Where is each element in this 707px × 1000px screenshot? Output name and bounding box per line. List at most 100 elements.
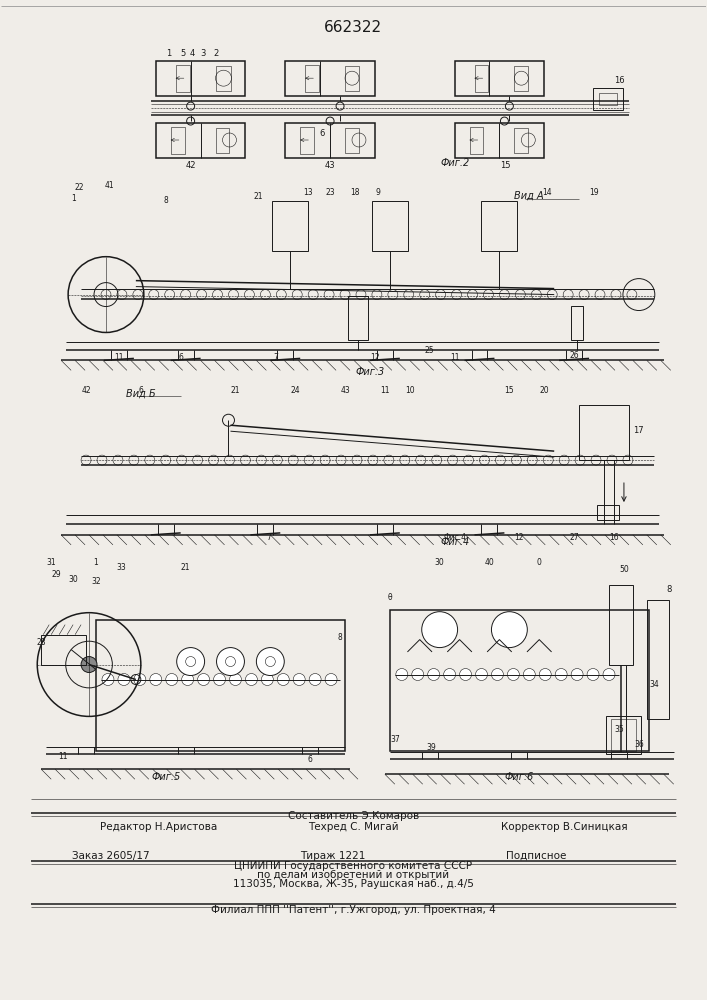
Circle shape: [539, 669, 551, 680]
Text: 8: 8: [163, 196, 168, 205]
Text: 662322: 662322: [324, 20, 382, 35]
Text: 43: 43: [340, 386, 350, 395]
Bar: [345, 66, 359, 91]
Text: 37: 37: [390, 735, 399, 744]
Bar: [216, 66, 231, 91]
Text: 1: 1: [166, 49, 171, 58]
Bar: [272, 201, 308, 251]
Text: 11: 11: [59, 752, 68, 761]
Text: 1: 1: [71, 194, 76, 203]
Text: 30: 30: [435, 558, 445, 567]
Circle shape: [587, 669, 599, 680]
Text: ЦНИИПИ Государственного комитета СССР: ЦНИИПИ Государственного комитета СССР: [235, 861, 472, 871]
Text: Вид А: Вид А: [515, 191, 544, 201]
Circle shape: [245, 674, 257, 685]
Bar: [599, 93, 617, 105]
Text: Составитель Э.Комаров: Составитель Э.Комаров: [288, 811, 419, 821]
Bar: [481, 201, 518, 251]
Bar: [156, 123, 245, 158]
Bar: [348, 296, 368, 340]
Text: 24: 24: [291, 386, 300, 395]
Bar: [597, 505, 619, 520]
Circle shape: [182, 674, 194, 685]
Circle shape: [491, 669, 503, 680]
Bar: [474, 65, 489, 92]
Text: Заказ 2605/17: Заказ 2605/17: [72, 851, 149, 861]
Bar: [156, 61, 245, 96]
Text: 113035, Москва, Ж-35, Раушская наб., д.4/5: 113035, Москва, Ж-35, Раушская наб., д.4…: [233, 879, 474, 889]
Text: 21: 21: [230, 386, 240, 395]
Text: Корректор В.Синицкая: Корректор В.Синицкая: [501, 822, 628, 832]
Bar: [176, 65, 189, 92]
Bar: [285, 61, 375, 96]
Circle shape: [198, 674, 209, 685]
Circle shape: [102, 674, 114, 685]
Text: 13: 13: [303, 188, 313, 197]
Text: Фиг.4: Фиг.4: [440, 537, 469, 547]
Text: 11: 11: [450, 353, 460, 362]
Text: 9: 9: [375, 188, 380, 197]
Circle shape: [165, 674, 177, 685]
Text: Вид Б: Вид Б: [126, 388, 156, 398]
Text: 25: 25: [425, 346, 435, 355]
Text: 16: 16: [614, 76, 624, 85]
Circle shape: [177, 648, 204, 676]
Circle shape: [476, 669, 487, 680]
Circle shape: [150, 674, 162, 685]
Text: 50: 50: [619, 565, 629, 574]
Text: Фиг.6: Фиг.6: [505, 772, 534, 782]
Text: Фиг.3: Фиг.3: [356, 367, 385, 377]
Circle shape: [444, 669, 455, 680]
Text: 40: 40: [484, 558, 494, 567]
Circle shape: [428, 669, 440, 680]
Text: 27: 27: [569, 533, 579, 542]
Text: Подписное: Подписное: [506, 851, 567, 861]
Text: 2: 2: [213, 49, 218, 58]
Text: 19: 19: [589, 188, 599, 197]
Circle shape: [309, 674, 321, 685]
Text: Фиг.2: Фиг.2: [440, 158, 469, 168]
Text: 39: 39: [427, 743, 436, 752]
Circle shape: [257, 648, 284, 676]
Text: 17: 17: [633, 426, 644, 435]
Circle shape: [214, 674, 226, 685]
Circle shape: [134, 674, 146, 685]
Bar: [390, 610, 649, 751]
Bar: [455, 123, 544, 158]
Bar: [647, 600, 669, 719]
Bar: [455, 61, 544, 96]
Circle shape: [555, 669, 567, 680]
Text: 28: 28: [37, 638, 46, 647]
Circle shape: [325, 674, 337, 685]
Bar: [593, 88, 623, 110]
Text: 42: 42: [81, 386, 91, 395]
Text: 23: 23: [325, 188, 335, 197]
Text: 8: 8: [666, 585, 672, 594]
Circle shape: [216, 648, 245, 676]
Bar: [345, 128, 359, 153]
Bar: [96, 620, 345, 751]
Text: 42: 42: [185, 161, 196, 170]
Bar: [606, 716, 641, 754]
Text: 6: 6: [308, 755, 312, 764]
Bar: [305, 65, 319, 92]
Text: 34: 34: [649, 680, 659, 689]
Text: 6: 6: [139, 386, 144, 395]
Text: Тираж 1221: Тираж 1221: [300, 851, 365, 861]
Text: 32: 32: [91, 577, 101, 586]
Text: 12: 12: [370, 353, 380, 362]
Text: 3: 3: [200, 49, 205, 58]
Circle shape: [81, 657, 97, 673]
Circle shape: [422, 612, 457, 648]
Text: 18: 18: [350, 188, 360, 197]
Bar: [300, 127, 314, 154]
Text: 12: 12: [515, 533, 524, 542]
Text: 30: 30: [69, 575, 78, 584]
Bar: [515, 128, 528, 153]
Circle shape: [603, 669, 615, 680]
Bar: [579, 405, 629, 460]
Bar: [216, 128, 230, 153]
Text: 1: 1: [93, 558, 98, 567]
Text: 7: 7: [273, 353, 278, 362]
Text: 31: 31: [47, 558, 56, 567]
